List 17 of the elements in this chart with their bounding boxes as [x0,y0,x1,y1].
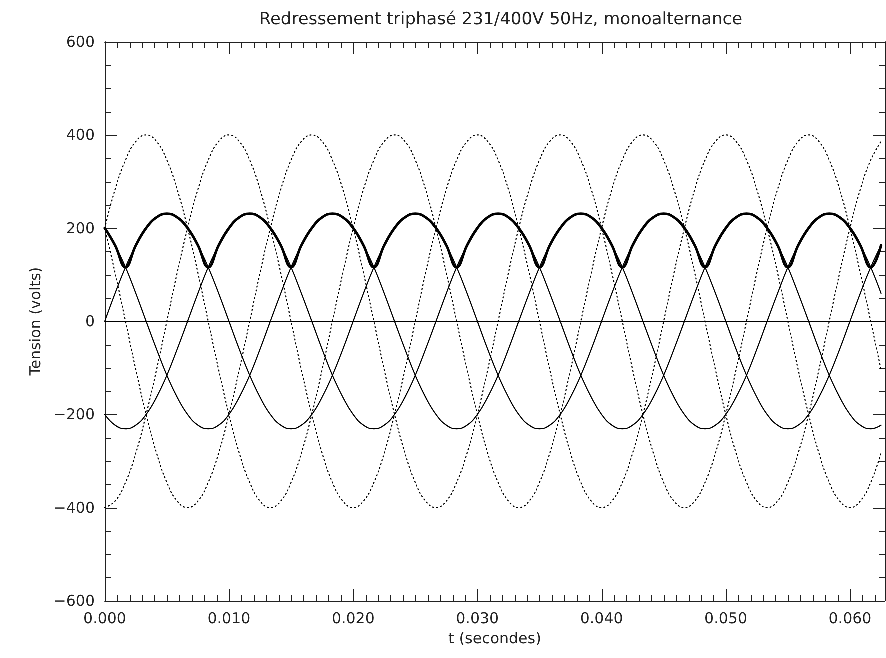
x-tick-label: 0.010 [208,610,251,628]
x-tick-label: 0.020 [332,610,375,628]
y-tick-label: 0 [85,312,95,330]
x-tick-label: 0.030 [456,610,500,628]
y-tick-label: −400 [54,498,95,517]
y-axis-title: Tension (volts) [26,267,44,377]
y-tick-label: 600 [66,33,95,51]
y-tick-label: −200 [54,406,95,424]
x-axis-title: t (secondes) [448,630,542,648]
x-tick-label: 0.050 [704,610,748,628]
x-tick-label: 0.000 [84,610,126,628]
y-tick-label: 400 [66,126,95,144]
y-tick-label: −600 [54,592,95,610]
y-tick-label: 200 [66,219,95,238]
x-tick-label: 0.040 [580,610,624,628]
chart-title: Redressement triphasé 231/400V 50Hz, monoalternance [259,10,743,30]
x-tick-label: 0.060 [828,610,872,628]
